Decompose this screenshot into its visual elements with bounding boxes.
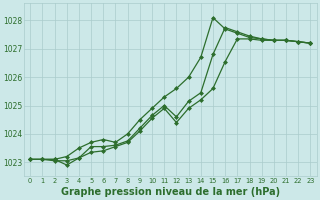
X-axis label: Graphe pression niveau de la mer (hPa): Graphe pression niveau de la mer (hPa) bbox=[61, 187, 280, 197]
